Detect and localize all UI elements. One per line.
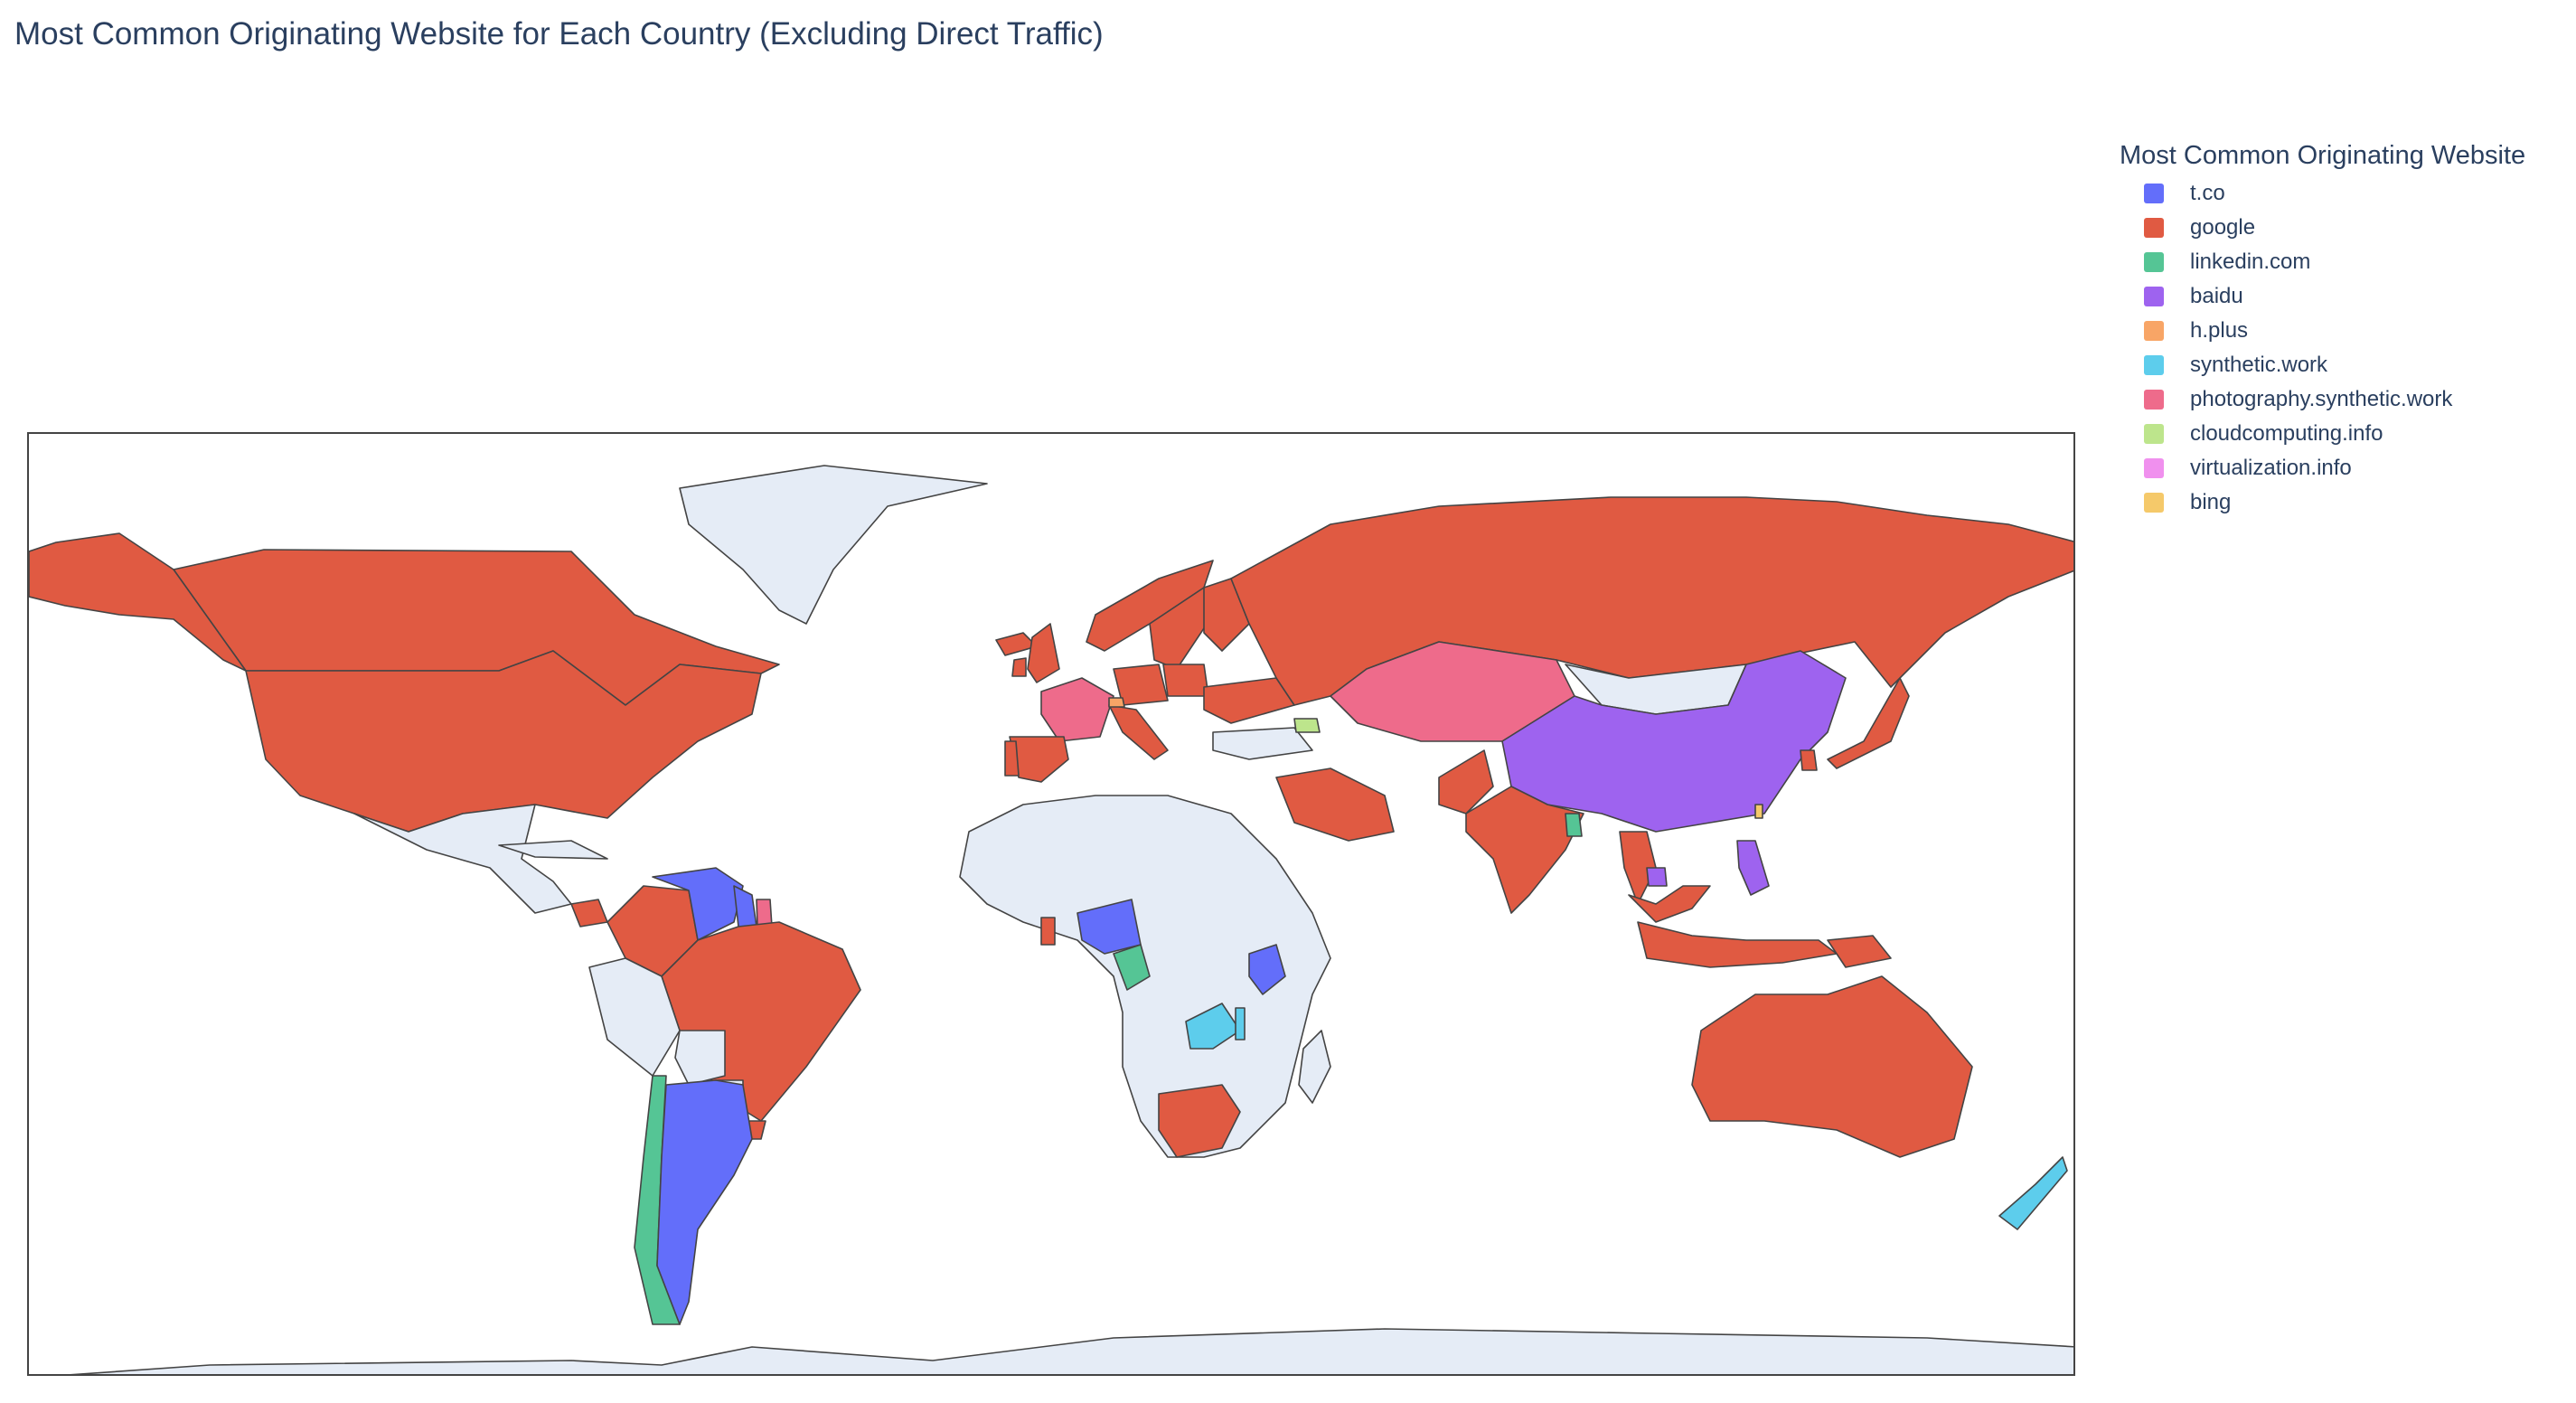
country-switzerland[interactable]: Switzerland — h.plus <box>1108 697 1125 708</box>
country-mexico[interactable]: Mexico <box>353 804 572 914</box>
legend-item[interactable]: linkedin.com <box>2120 245 2525 279</box>
legend-swatch <box>2144 355 2164 375</box>
legend-label: synthetic.work <box>2190 353 2328 377</box>
country-taiwan[interactable]: Taiwan — bing <box>1754 804 1763 819</box>
country-greenland[interactable]: Greenland <box>679 465 988 625</box>
country-united-states[interactable]: United States — google <box>245 650 762 833</box>
legend-label: baidu <box>2190 284 2243 308</box>
legend-swatch <box>2144 493 2164 513</box>
country-malaysia[interactable]: Malaysia — google <box>1628 885 1711 923</box>
country-france[interactable]: France — photography.synthetic.work <box>1040 677 1114 742</box>
country-kenya[interactable]: Kenya — t.co <box>1248 944 1286 995</box>
country-italy[interactable]: Italy — google <box>1108 704 1169 760</box>
country-south-africa[interactable]: South Africa — google <box>1158 1084 1241 1158</box>
country-china[interactable]: China — baidu <box>1501 650 1847 833</box>
country-ukraine[interactable]: Ukraine — google <box>1203 677 1295 724</box>
country-bolivia[interactable]: Bolivia <box>674 1030 726 1086</box>
country-turkey[interactable]: Turkey <box>1212 727 1313 760</box>
country-japan[interactable]: Japan — google <box>1827 677 1910 769</box>
country-alaska[interactable]: Alaska — google <box>29 532 247 672</box>
country-madagascar[interactable]: Madagascar <box>1298 1030 1331 1104</box>
country-germany[interactable]: Germany — google <box>1113 664 1169 706</box>
legend-item[interactable]: h.plus <box>2120 314 2525 348</box>
country-antarctica[interactable]: Antarctica <box>29 1328 2075 1376</box>
country-philippines[interactable]: Philippines — baidu <box>1736 840 1770 896</box>
country-georgia[interactable]: Georgia — cloudcomputing.info <box>1293 718 1321 733</box>
country-pakistan[interactable]: Pakistan — google <box>1438 749 1494 814</box>
legend: Most Common Originating Website t.co goog… <box>2120 141 2525 520</box>
legend-item[interactable]: photography.synthetic.work <box>2120 382 2525 417</box>
country-south-korea[interactable]: South Korea — google <box>1800 749 1818 771</box>
country-portugal[interactable]: Portugal — google <box>1004 740 1020 777</box>
country-united-kingdom[interactable]: United Kingdom — google <box>1027 623 1060 683</box>
legend-swatch <box>2144 390 2164 410</box>
country-malawi[interactable]: Malawi — synthetic.work <box>1235 1007 1246 1040</box>
legend-label: t.co <box>2190 181 2225 205</box>
country-thailand[interactable]: Thailand — google <box>1619 831 1657 905</box>
country-guyana[interactable]: Guyana — t.co <box>733 885 757 927</box>
legend-item[interactable]: bing <box>2120 485 2525 520</box>
legend-swatch <box>2144 218 2164 238</box>
country-new-zealand[interactable]: New Zealand — synthetic.work <box>1998 1156 2068 1230</box>
chart-title: Most Common Originating Website for Each… <box>14 16 1104 52</box>
legend-item[interactable]: virtualization.info <box>2120 451 2525 485</box>
legend-swatch <box>2144 458 2164 478</box>
country-cameroon[interactable]: Cameroon — linkedin.com <box>1113 944 1151 991</box>
country-ghana[interactable]: Ghana — google <box>1040 917 1056 946</box>
legend-item[interactable]: synthetic.work <box>2120 348 2525 382</box>
country-australia[interactable]: Australia — google <box>1691 975 1973 1158</box>
legend-swatch <box>2144 184 2164 203</box>
legend-item[interactable]: baidu <box>2120 279 2525 314</box>
country-indonesia[interactable]: Indonesia — google <box>1637 921 1838 968</box>
country-nigeria[interactable]: Nigeria — t.co <box>1076 899 1142 955</box>
country-cambodia[interactable]: Cambodia — baidu <box>1646 867 1668 887</box>
legend-label: cloudcomputing.info <box>2190 421 2383 446</box>
country-saudi-arabia[interactable]: Saudi Arabia — google <box>1275 767 1395 842</box>
country-ireland[interactable]: Ireland — google <box>1011 657 1027 677</box>
legend-label: h.plus <box>2190 318 2249 343</box>
legend-label: photography.synthetic.work <box>2190 387 2453 411</box>
country-india[interactable]: India — google <box>1465 786 1584 914</box>
legend-item[interactable]: cloudcomputing.info <box>2120 417 2525 451</box>
legend-label: virtualization.info <box>2190 456 2352 480</box>
country-cuba[interactable]: Cuba <box>498 840 608 860</box>
legend-title: Most Common Originating Website <box>2120 141 2526 170</box>
country-papua-new-guinea[interactable]: Papua New Guinea — google <box>1827 935 1892 968</box>
country-bangladesh[interactable]: Bangladesh — linkedin.com <box>1565 813 1583 837</box>
world-map[interactable]: Canada — googleUnited States — googleAla… <box>27 432 2075 1376</box>
legend-swatch <box>2144 287 2164 306</box>
legend-swatch <box>2144 424 2164 444</box>
country-zambia[interactable]: Zambia — synthetic.work <box>1185 1003 1241 1050</box>
country-argentina[interactable]: Argentina — t.co <box>656 1079 753 1325</box>
legend-swatch <box>2144 252 2164 272</box>
legend-label: linkedin.com <box>2190 250 2311 274</box>
country-costa-rica[interactable]: Costa Rica — google <box>570 899 608 927</box>
legend-swatch <box>2144 321 2164 341</box>
country-sweden[interactable]: Sweden — google <box>1149 587 1214 670</box>
world-map-svg: Canada — googleUnited States — googleAla… <box>29 465 2075 1376</box>
legend-label: bing <box>2190 490 2232 514</box>
legend-item[interactable]: google <box>2120 211 2525 245</box>
legend-label: google <box>2190 215 2256 240</box>
country-venezuela[interactable]: Venezuela — t.co <box>652 867 744 941</box>
country-poland[interactable]: Poland — google <box>1162 664 1209 697</box>
country-russia[interactable]: Russia — google <box>1230 496 2075 706</box>
legend-item[interactable]: t.co <box>2120 176 2525 211</box>
